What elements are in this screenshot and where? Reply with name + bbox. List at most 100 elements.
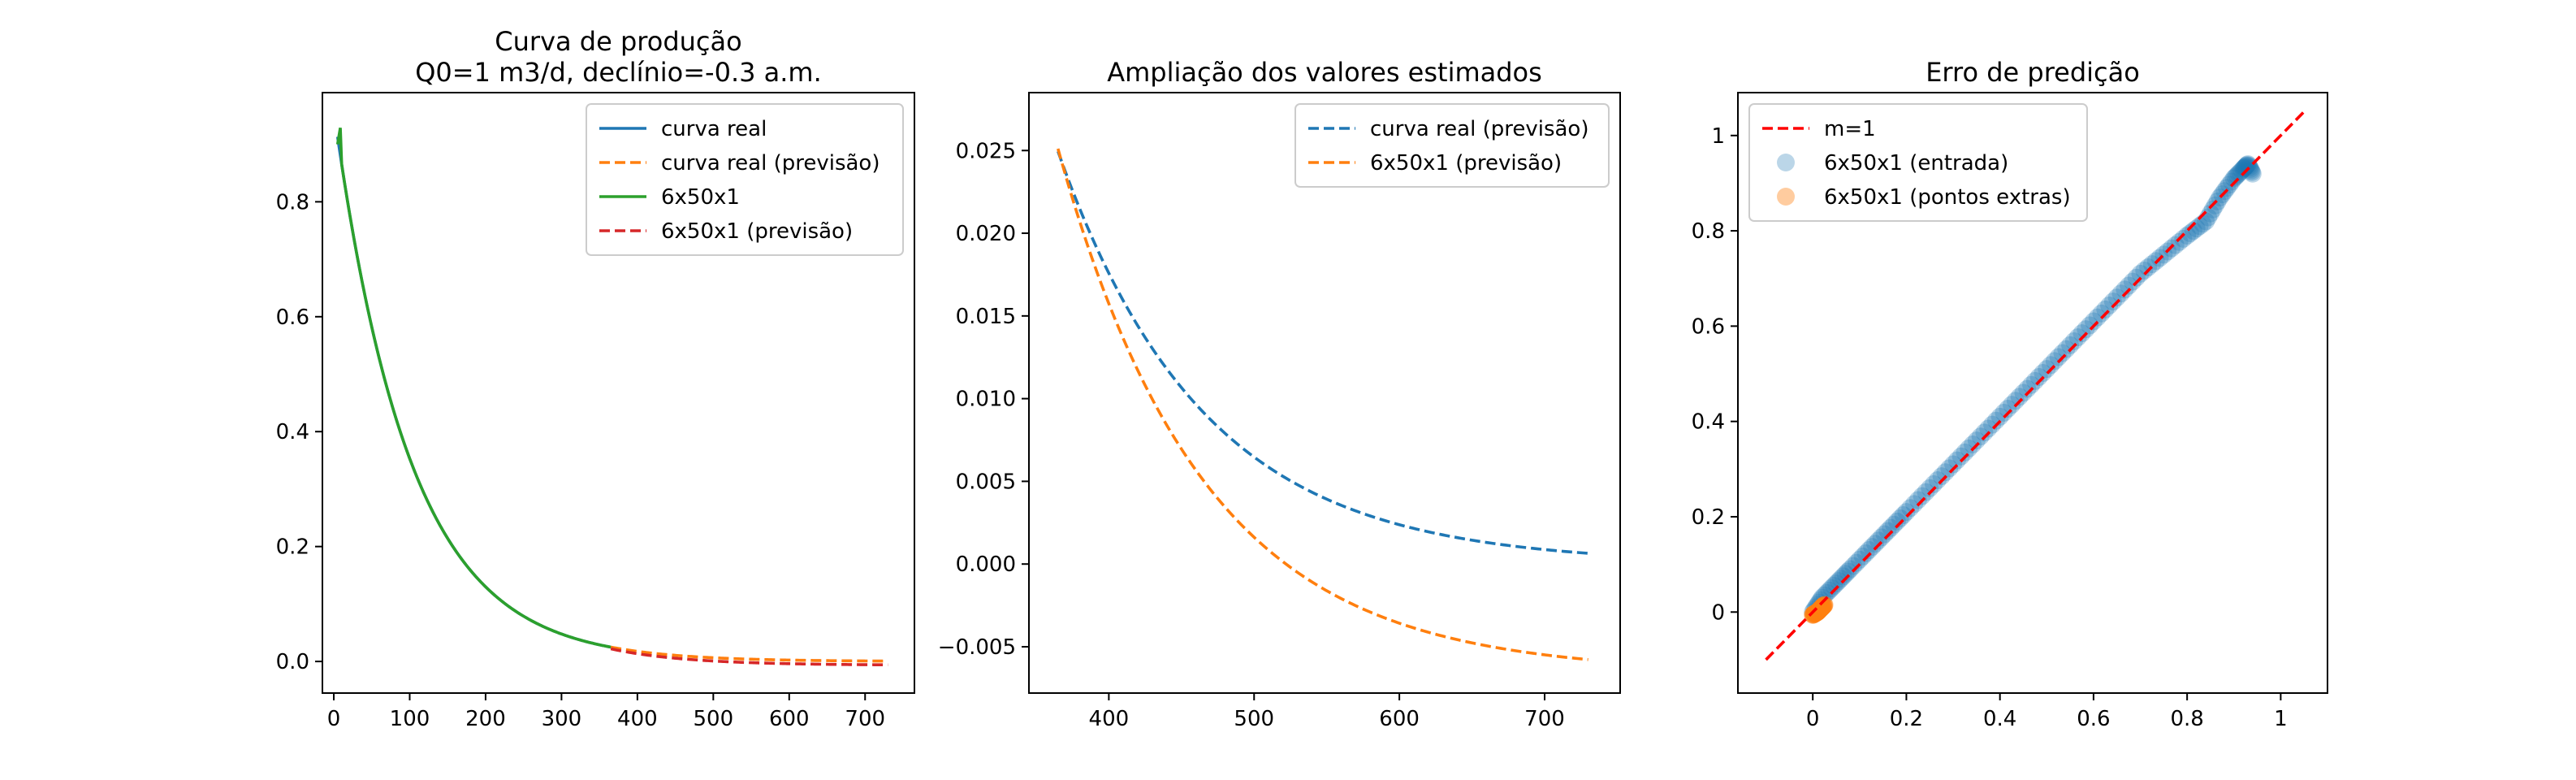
scatter-point-1 bbox=[1853, 547, 1872, 566]
scatter-point-1 bbox=[2222, 172, 2241, 191]
scatter-point-2 bbox=[1812, 599, 1830, 618]
x-tick-label: 0 bbox=[1806, 707, 1820, 731]
scatter-point-1 bbox=[2123, 272, 2142, 291]
x-tick-label: 500 bbox=[694, 707, 734, 731]
scatter-point-1 bbox=[2061, 336, 2080, 354]
scatter-point-1 bbox=[1936, 463, 1955, 482]
y-tick-label: 0.4 bbox=[276, 420, 309, 444]
scatter-point-1 bbox=[1813, 588, 1831, 607]
y-tick-label: 0.6 bbox=[276, 306, 309, 330]
scatter-point-1 bbox=[2045, 352, 2064, 370]
scatter-point-1 bbox=[2053, 344, 2072, 362]
scatter-point-1 bbox=[2220, 176, 2238, 194]
scatter-point-1 bbox=[2238, 155, 2257, 174]
x-tick-label: 700 bbox=[845, 707, 885, 731]
scatter-point-1 bbox=[2241, 159, 2259, 178]
scatter-point-1 bbox=[2206, 196, 2224, 214]
scatter-point-2 bbox=[1809, 601, 1828, 620]
scatter-point-1 bbox=[1925, 474, 1943, 493]
scatter-point-1 bbox=[1975, 423, 1994, 442]
scatter-point-1 bbox=[1908, 491, 1927, 509]
axes-frame bbox=[322, 92, 915, 694]
x-tick-label: 0.4 bbox=[1983, 707, 2016, 731]
scatter-point-1 bbox=[2224, 169, 2243, 188]
chart-title: Curva de produção Q0=1 m3/d, declínio=-0.… bbox=[415, 26, 822, 88]
scatter-point-1 bbox=[2064, 332, 2083, 350]
x-tick-label: 600 bbox=[769, 707, 810, 731]
x-tick-label: 100 bbox=[390, 707, 430, 731]
legend: m=1 6x50x1 (entrada) 6x50x1 (pontos extras… bbox=[1748, 103, 2088, 222]
plot-area bbox=[335, 127, 888, 667]
scatter-point-2 bbox=[1812, 599, 1830, 618]
chart-panel-1: Curva de produção Q0=1 m3/d, declínio=-0.… bbox=[276, 26, 915, 731]
y-tick-label: 0.6 bbox=[1692, 314, 1725, 339]
scatter-point-1 bbox=[2170, 232, 2189, 251]
x-tick-label: 0.2 bbox=[1890, 707, 1923, 731]
scatter-point-1 bbox=[1856, 544, 1875, 562]
x-tick-label: 400 bbox=[1089, 707, 1130, 731]
scatter-point-1 bbox=[1932, 467, 1951, 486]
scatter-point-1 bbox=[1901, 499, 1920, 518]
x-tick-label: 500 bbox=[1234, 707, 1274, 731]
scatter-point-1 bbox=[2218, 179, 2237, 197]
y-tick-label: 0.020 bbox=[956, 222, 1016, 246]
scatter-point-1 bbox=[2034, 364, 2052, 383]
scatter-point-1 bbox=[2127, 268, 2146, 287]
scatter-point-1 bbox=[1847, 553, 1865, 572]
legend-label: curva real bbox=[661, 117, 767, 141]
scatter-point-1 bbox=[2003, 396, 2021, 414]
scatter-point-1 bbox=[1986, 411, 2005, 430]
scatter-point-1 bbox=[2241, 161, 2260, 180]
plot-area bbox=[1765, 110, 2306, 661]
scatter-point-1 bbox=[1866, 535, 1885, 553]
y-tick-label: 0.0 bbox=[276, 650, 309, 674]
scatter-point-1 bbox=[1844, 557, 1863, 575]
x-tick-label: 600 bbox=[1379, 707, 1420, 731]
scatter-point-1 bbox=[2142, 255, 2161, 274]
y-tick-label: 0.2 bbox=[1692, 505, 1725, 530]
scatter-point-2 bbox=[1813, 598, 1831, 617]
scatter-point-1 bbox=[1995, 403, 2013, 422]
scatter-point-1 bbox=[1869, 531, 1887, 550]
axes-frame bbox=[1737, 92, 2328, 694]
legend-label: m=1 bbox=[1824, 117, 1876, 141]
scatter-point-1 bbox=[2190, 217, 2209, 236]
legend-label: 6x50x1 (entrada) bbox=[1824, 151, 2008, 176]
scatter-point-1 bbox=[1999, 400, 2017, 418]
scatter-point-1 bbox=[1808, 596, 1826, 614]
x-tick-label: 0 bbox=[327, 707, 341, 731]
legend: curva real (previsão) 6x50x1 (previsão) bbox=[1294, 103, 1610, 188]
scatter-point-1 bbox=[1917, 483, 1935, 501]
scatter-point-1 bbox=[2103, 292, 2122, 311]
scatter-point-1 bbox=[1905, 495, 1924, 514]
plot-area bbox=[1057, 148, 1588, 661]
scatter-point-2 bbox=[1804, 604, 1823, 623]
scatter-point-1 bbox=[1964, 436, 1982, 454]
scatter-point-1 bbox=[2228, 166, 2246, 184]
scatter-point-1 bbox=[1885, 515, 1904, 534]
legend: curva real curva real (previsão) 6x50x1 6x5… bbox=[586, 103, 904, 256]
scatter-point-1 bbox=[1944, 455, 1963, 474]
y-tick-label: 0.2 bbox=[276, 535, 309, 560]
series-line-2 bbox=[1057, 148, 1588, 661]
scatter-point-1 bbox=[1947, 451, 1966, 470]
scatter-point-1 bbox=[2231, 162, 2250, 181]
series-line-1 bbox=[1057, 150, 1588, 555]
scatter-point-1 bbox=[2022, 375, 2041, 394]
scatter-point-2 bbox=[1809, 602, 1827, 621]
scatter-point-2 bbox=[1805, 604, 1824, 623]
scatter-point-1 bbox=[1956, 443, 1974, 462]
scatter-point-1 bbox=[1831, 570, 1850, 588]
scatter-point-1 bbox=[1822, 578, 1841, 597]
scatter-point-1 bbox=[2018, 379, 2037, 398]
y-tick-label: 0.000 bbox=[956, 552, 1016, 577]
scatter-point-1 bbox=[2237, 157, 2255, 176]
chart-title: Erro de predição bbox=[1926, 57, 2140, 88]
scatter-point-1 bbox=[1940, 459, 1959, 478]
scatter-point-1 bbox=[2240, 156, 2258, 175]
legend-box bbox=[586, 103, 904, 256]
scatter-point-1 bbox=[2116, 280, 2134, 299]
scatter-point-2 bbox=[1809, 602, 1827, 621]
legend-label: curva real (previsão) bbox=[1370, 117, 1588, 141]
scatter-point-1 bbox=[1882, 518, 1900, 537]
